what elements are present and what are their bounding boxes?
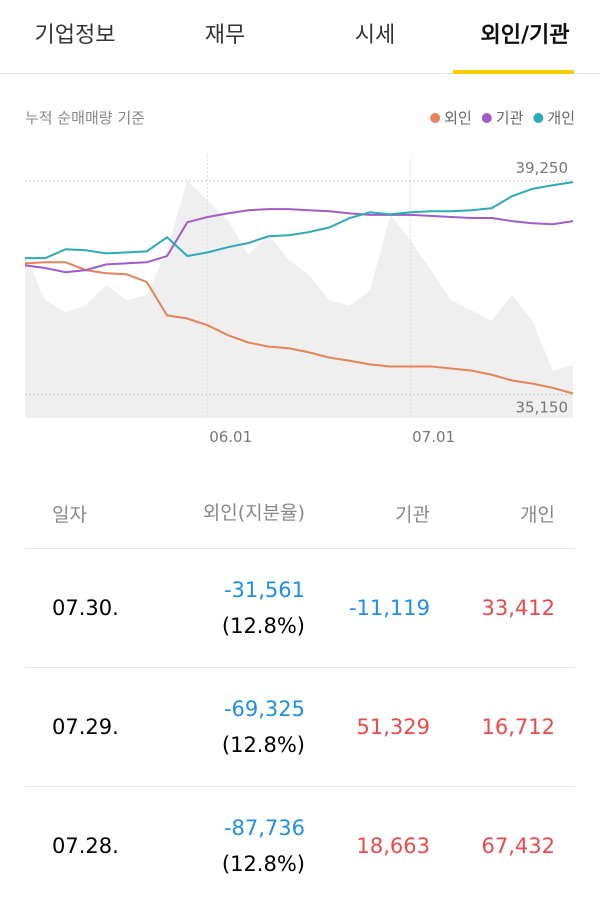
individual-cell: 67,432 bbox=[481, 834, 555, 858]
header-cell: 일자 bbox=[52, 503, 87, 526]
legend-label: 외인 bbox=[444, 109, 472, 127]
date-cell: 07.28. bbox=[52, 834, 119, 858]
tab[interactable]: 외인/기관 bbox=[450, 0, 600, 74]
foreign-share: (12.8%) bbox=[221, 852, 305, 876]
institution-cell: -11,119 bbox=[348, 596, 430, 620]
header-cell: 외인(지분율) bbox=[202, 502, 305, 524]
legend-dot bbox=[533, 113, 544, 123]
institution-cell: 51,329 bbox=[356, 715, 430, 739]
y-tick-label: 39,250 bbox=[516, 159, 569, 177]
table-row: 07.29. -69,325 (12.8%) 51,329 16,712 bbox=[25, 667, 575, 786]
tab[interactable]: 기업정보 bbox=[34, 23, 116, 48]
header-cell: 기관 bbox=[395, 503, 430, 526]
header-cell: 개인 bbox=[520, 503, 555, 526]
legend-label: 기관 bbox=[496, 109, 524, 127]
legend-dot bbox=[481, 113, 492, 123]
date-cell: 07.30. bbox=[52, 596, 119, 620]
date-cell: 07.29. bbox=[52, 715, 119, 739]
y-tick-label: 35,150 bbox=[516, 399, 569, 417]
table: 일자 외인(지분율) 기관 개인 07.30. -31,561 (12.8%) -11,119… bbox=[25, 478, 575, 905]
table-row: 07.28. -87,736 (12.8%) 18,663 67,432 bbox=[25, 786, 575, 905]
price-area bbox=[25, 179, 573, 418]
series-line bbox=[25, 181, 574, 260]
x-tick-label: 07.01 bbox=[412, 428, 455, 446]
foreign-value: -69,325 bbox=[223, 697, 305, 721]
table-row: 07.30. -31,561 (12.8%) -11,119 33,412 bbox=[25, 548, 575, 667]
foreign-cell: -69,325 (12.8%) bbox=[155, 691, 305, 763]
series-line bbox=[24, 261, 574, 395]
chart: 누적 순매매량 기준 개인 기관 외인 06.01 07.01 39,250 35,150 bbox=[24, 109, 575, 446]
foreign-share: (12.8%) bbox=[221, 614, 305, 638]
tab-bar: 기업정보 재무 시세 외인/기관 bbox=[0, 0, 600, 74]
table-header: 일자 외인(지분율) 기관 개인 bbox=[25, 478, 575, 548]
x-tick-label: 06.01 bbox=[209, 428, 252, 446]
foreign-cell: -87,736 (12.8%) bbox=[155, 810, 305, 882]
tab[interactable]: 시세 bbox=[354, 23, 396, 48]
legend-dot bbox=[430, 113, 441, 123]
individual-cell: 16,712 bbox=[481, 715, 555, 739]
institution-cell: 18,663 bbox=[356, 834, 430, 858]
tab[interactable]: 재무 bbox=[204, 23, 246, 48]
foreign-share: (12.8%) bbox=[221, 733, 305, 757]
foreign-value: -87,736 bbox=[223, 816, 305, 840]
foreign-value: -31,561 bbox=[223, 578, 305, 602]
chart-subtitle: 누적 순매매량 기준 bbox=[25, 109, 145, 127]
foreign-cell: -31,561 (12.8%) bbox=[155, 572, 305, 644]
legend-label: 개인 bbox=[547, 109, 575, 127]
series-line bbox=[24, 208, 574, 274]
individual-cell: 33,412 bbox=[481, 596, 555, 620]
